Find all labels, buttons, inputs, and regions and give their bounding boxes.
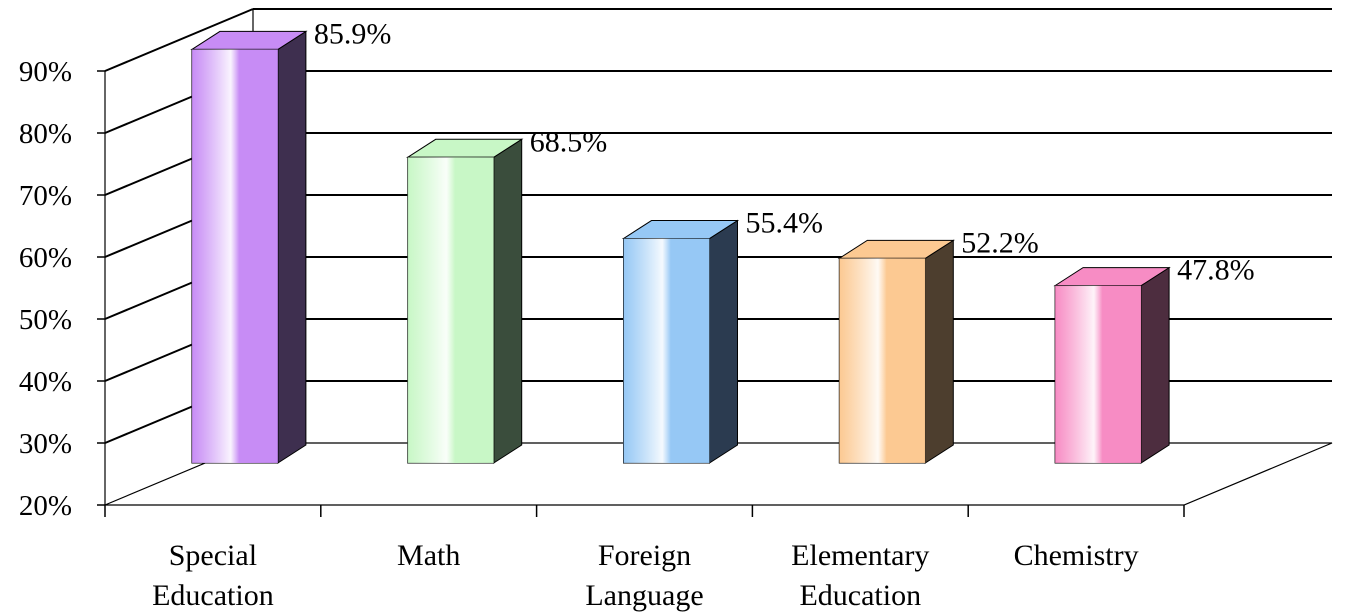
x-tick-label-line: Elementary — [791, 539, 929, 572]
x-tick-label: Math — [397, 539, 460, 572]
floor-outline — [104, 442, 1333, 506]
bar — [405, 138, 524, 464]
bar-front-shading — [1055, 285, 1142, 463]
bar-front-shading — [839, 258, 926, 463]
bar-front-shading — [191, 49, 278, 464]
x-tick-label-line: Special — [169, 539, 257, 572]
bar — [837, 239, 956, 464]
bar-side — [924, 239, 954, 464]
bar-front-shading — [623, 238, 710, 463]
gridline-side — [104, 8, 254, 72]
x-tick-label-line: Math — [397, 539, 460, 572]
y-tick-label: 70% — [19, 180, 72, 212]
x-tick-label-line: Education — [799, 579, 921, 612]
bar-front-shading — [407, 157, 494, 464]
y-tick-label: 20% — [19, 490, 72, 522]
bar-side — [277, 30, 307, 464]
x-tick-label: Chemistry — [1014, 539, 1139, 572]
y-axis: 20% 30% 40% 50% 60% 70% 80% 90% — [19, 56, 105, 522]
x-axis: Special Education Math Foreign Language Eleme… — [104, 505, 1185, 612]
x-tick-label: Foreign Language — [585, 539, 703, 612]
bar-side — [493, 138, 523, 464]
bar — [190, 30, 308, 464]
data-labels: 85.9% 68.5% 55.4% 52.2% 47.8% — [314, 17, 1255, 286]
bar — [621, 219, 740, 464]
x-tick-label-line: Chemistry — [1014, 539, 1139, 572]
bars — [190, 30, 1171, 464]
bar-side — [709, 219, 738, 464]
x-tick-label-line: Foreign — [598, 539, 691, 572]
y-tick-label: 90% — [19, 56, 72, 88]
y-tick-label: 40% — [19, 366, 72, 398]
bar — [1053, 266, 1171, 464]
x-tick-label: Elementary Education — [791, 539, 929, 612]
x-tick-label-line: Education — [152, 579, 274, 612]
data-label: 85.9% — [314, 17, 392, 50]
data-label: 55.4% — [746, 207, 824, 240]
y-tick-label: 30% — [19, 428, 72, 460]
x-tick-label: Special Education — [152, 539, 274, 612]
y-tick-label: 80% — [19, 118, 72, 150]
y-tick-label: 50% — [19, 304, 72, 336]
data-label: 68.5% — [530, 125, 608, 158]
bar-side — [1140, 266, 1170, 464]
x-tick-label-line: Language — [585, 579, 703, 612]
y-tick-label: 60% — [19, 242, 72, 274]
data-label: 52.2% — [961, 226, 1039, 259]
data-label: 47.8% — [1177, 254, 1255, 287]
